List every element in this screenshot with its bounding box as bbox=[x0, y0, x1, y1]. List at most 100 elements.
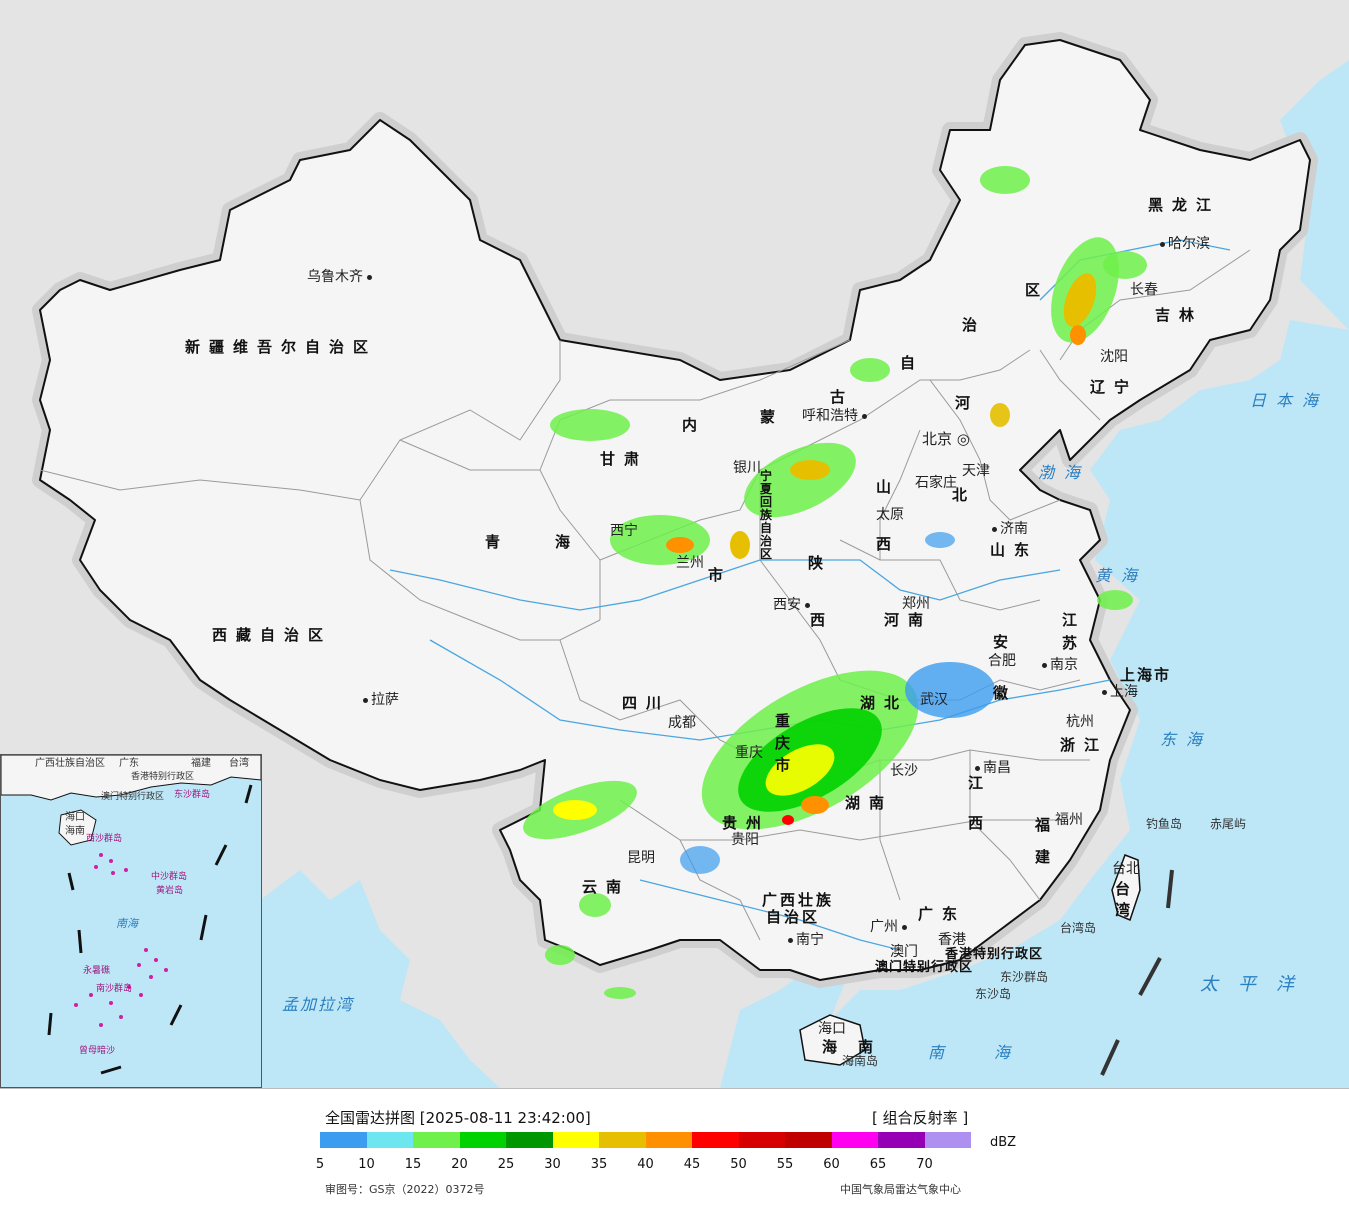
province-sichuan: 四川 bbox=[622, 694, 671, 712]
city-taiyuan[interactable]: 太原 bbox=[876, 507, 904, 523]
island-dongsha-group: 东沙群岛 bbox=[1000, 970, 1049, 984]
city-jinan[interactable]: 济南 bbox=[992, 522, 1028, 536]
province-qinghai-b: 海 bbox=[555, 533, 580, 551]
city-haikou[interactable]: 海口 bbox=[818, 1021, 846, 1037]
inset-map bbox=[1, 755, 261, 1075]
province-shaanxi-1: 陕 bbox=[808, 554, 833, 572]
city-beijing[interactable]: 北京 ◎ bbox=[922, 430, 970, 448]
legend-swatch bbox=[366, 1132, 413, 1148]
inset-label-zengmu: 曾母暗沙 bbox=[79, 1046, 116, 1056]
city-yinchuan[interactable]: 银川 bbox=[733, 460, 761, 476]
inset-label-guangxi: 广西壮族自治区 bbox=[35, 758, 105, 769]
inset-label-dongsha: 东沙群岛 bbox=[174, 790, 211, 800]
legend-swatch bbox=[506, 1132, 553, 1148]
city-hongkong[interactable]: 香港 bbox=[938, 932, 966, 948]
legend-tick-label: 40 bbox=[637, 1157, 654, 1172]
city-lhasa[interactable]: 拉萨 bbox=[363, 693, 399, 707]
province-shanxi-1: 山 bbox=[876, 478, 901, 496]
legend-tick-label: 65 bbox=[869, 1157, 887, 1172]
city-hangzhou[interactable]: 杭州 bbox=[1066, 714, 1094, 730]
province-jiangxi-2: 西 bbox=[968, 814, 993, 832]
province-anhui-2: 徽 bbox=[993, 684, 1018, 702]
city-hohhot[interactable]: 呼和浩特 bbox=[802, 409, 870, 423]
city-changsha[interactable]: 长沙 bbox=[890, 763, 918, 779]
province-shanghai: 上海市 bbox=[1120, 666, 1172, 684]
pacific-sea-area bbox=[760, 320, 1349, 1088]
legend-tick-label: 10 bbox=[358, 1157, 375, 1172]
city-shenyang[interactable]: 沈阳 bbox=[1100, 349, 1128, 365]
city-changchun[interactable]: 长春 bbox=[1130, 282, 1158, 298]
legend-swatch bbox=[692, 1132, 739, 1148]
city-wuhan[interactable]: 武汉 bbox=[920, 692, 948, 708]
city-fuzhou[interactable]: 福州 bbox=[1055, 812, 1083, 828]
city-guiyang[interactable]: 贵阳 bbox=[731, 832, 759, 848]
inset-label-fujian: 福建 bbox=[191, 758, 211, 769]
legend-swatch bbox=[320, 1132, 367, 1148]
legend-tick-label: 25 bbox=[497, 1157, 515, 1172]
province-hubei: 湖北 bbox=[860, 694, 909, 712]
province-shaanxi-2: 西 bbox=[810, 611, 835, 629]
city-harbin[interactable]: 哈尔滨 bbox=[1160, 237, 1210, 251]
legend-swatch bbox=[738, 1132, 785, 1148]
city-xining[interactable]: 西宁 bbox=[610, 523, 638, 539]
province-guangdong: 广东 bbox=[918, 905, 967, 923]
city-tianjin[interactable]: 天津 bbox=[962, 463, 990, 479]
province-chongqing: 重庆市 bbox=[775, 712, 791, 774]
island-hainan: 海南岛 bbox=[842, 1054, 879, 1068]
city-hefei[interactable]: 合肥 bbox=[988, 653, 1016, 669]
inset-label-xisha: 西沙群岛 bbox=[86, 834, 123, 844]
legend-tick-label: 5 bbox=[315, 1157, 325, 1172]
province-fujian-1: 福 bbox=[1035, 816, 1060, 834]
legend-tick-label: 15 bbox=[404, 1157, 422, 1172]
province-ningxia: 宁夏回族自治区 bbox=[760, 469, 773, 561]
radar-map[interactable]: 新疆维吾尔自治区 西藏自治区 青 海 甘肃 内 蒙 古 自 治 区 黑龙江 吉林… bbox=[0, 0, 1349, 1088]
legend-unit: dBZ bbox=[990, 1135, 1017, 1150]
city-lanzhou[interactable]: 兰州 bbox=[676, 555, 704, 571]
inset-label-yongshu: 永暑礁 bbox=[83, 966, 111, 976]
legend-tick-label: 30 bbox=[544, 1157, 561, 1172]
city-kunming[interactable]: 昆明 bbox=[627, 850, 655, 866]
province-xizang: 西藏自治区 bbox=[212, 626, 333, 644]
island-chiwei: 赤尾屿 bbox=[1210, 817, 1247, 831]
island-dongsha: 东沙岛 bbox=[975, 987, 1012, 1001]
legend-tick-label: 20 bbox=[451, 1157, 468, 1172]
province-neimenggu-3: 古 bbox=[830, 388, 855, 406]
province-guizhou: 贵州 bbox=[722, 814, 771, 832]
sea-taipingyang: 太平洋 bbox=[1200, 974, 1314, 995]
province-hainan-2: 南 bbox=[858, 1038, 883, 1056]
province-fujian-2: 建 bbox=[1035, 848, 1060, 866]
city-taibei[interactable]: 台北 bbox=[1112, 861, 1140, 877]
sea-bohai: 渤海 bbox=[1038, 463, 1091, 482]
city-shanghai[interactable]: 上海 bbox=[1102, 685, 1138, 699]
city-chengdu[interactable]: 成都 bbox=[668, 715, 696, 731]
province-guangxi-1: 广西壮族 bbox=[762, 891, 835, 909]
inset-label-huangyan: 黄岩岛 bbox=[156, 886, 184, 896]
legend-swatch bbox=[459, 1132, 506, 1148]
city-guangzhou[interactable]: 广州 bbox=[870, 920, 910, 934]
legend-swatch bbox=[785, 1132, 832, 1148]
city-shijiazhuang[interactable]: 石家庄 bbox=[915, 475, 957, 491]
inset-label-nansha: 南沙群岛 bbox=[96, 984, 133, 994]
legend-swatch bbox=[924, 1132, 971, 1148]
inset-label-taiwan: 台湾 bbox=[229, 758, 249, 769]
agency-credit: 中国气象局雷达气象中心 bbox=[840, 1183, 961, 1196]
sea-nanhai: 南海 bbox=[928, 1043, 1061, 1062]
city-urumqi[interactable]: 乌鲁木齐 bbox=[307, 270, 375, 284]
island-taiwan: 台湾岛 bbox=[1060, 921, 1097, 935]
city-xian[interactable]: 西安 bbox=[773, 598, 813, 612]
province-neimenggu-1: 内 bbox=[682, 416, 707, 434]
city-nanjing[interactable]: 南京 bbox=[1042, 658, 1078, 672]
legend-swatch bbox=[413, 1132, 460, 1148]
legend-swatch bbox=[831, 1132, 878, 1148]
city-chongqing[interactable]: 重庆 bbox=[735, 745, 763, 761]
china-land bbox=[39, 39, 1311, 981]
city-macau[interactable]: 澳门 bbox=[890, 944, 918, 960]
city-zhengzhou[interactable]: 郑州 bbox=[902, 596, 930, 612]
province-gansu: 甘肃 bbox=[600, 450, 649, 468]
province-hebei-2: 北 bbox=[952, 486, 977, 504]
city-nanning[interactable]: 南宁 bbox=[788, 933, 824, 947]
province-hunan: 湖南 bbox=[845, 794, 894, 812]
city-nanchang[interactable]: 南昌 bbox=[975, 761, 1011, 775]
inset-label-haikou: 海口 bbox=[65, 812, 85, 823]
south-china-sea-inset: 广西壮族自治区 广东 福建 台湾 香港特别行政区 澳门特别行政区 海口 海南 东… bbox=[0, 754, 262, 1088]
